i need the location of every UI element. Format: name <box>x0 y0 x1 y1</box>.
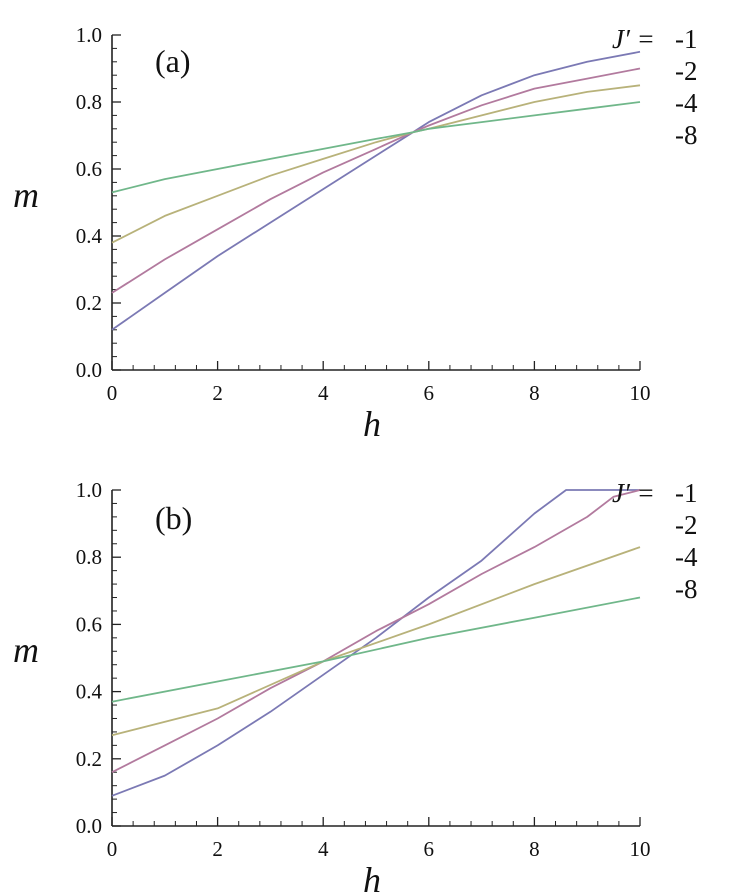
x-tick-label: 0 <box>107 381 118 405</box>
y-axis-title: m <box>13 175 39 215</box>
y-tick-label: 0.2 <box>76 747 102 771</box>
x-tick-label: 6 <box>424 381 435 405</box>
y-tick-label: 0.0 <box>76 814 102 838</box>
x-tick-label: 6 <box>424 837 435 861</box>
x-tick-label: 10 <box>630 837 651 861</box>
legend-entry: -8 <box>675 574 698 604</box>
x-tick-label: 10 <box>630 381 651 405</box>
panel-label: (a) <box>155 43 191 79</box>
x-axis-title: h <box>363 404 381 444</box>
series-line-minus-1 <box>111 50 641 331</box>
legend: J′ = -1-2-4-8 <box>612 478 698 604</box>
panel-b: 0 2 4 6 8 10 0.0 0.2 0.4 0.6 0.8 1.0 h m (b) J′ = -1-2-4… <box>13 478 698 892</box>
y-tick-label: 0.4 <box>76 224 103 248</box>
x-axis-title: h <box>363 860 381 892</box>
legend-entry: -8 <box>675 120 698 150</box>
y-axis-title: m <box>13 630 39 670</box>
x-tick-label: 4 <box>318 381 329 405</box>
x-tick-label: 2 <box>212 837 223 861</box>
legend-entry: -4 <box>675 542 698 572</box>
legend-entry: -2 <box>675 510 698 540</box>
x-tick-label: 4 <box>318 837 329 861</box>
y-tick-label: 1.0 <box>76 23 102 47</box>
y-tick-label: 0.6 <box>76 157 102 181</box>
y-tick-label: 1.0 <box>76 478 102 502</box>
panel-a: 0 2 4 6 8 10 0.0 0.2 0.4 0.6 0.8 1.0 h m (a) J′ = -1-2-4… <box>13 23 698 444</box>
legend: J′ = -1-2-4-8 <box>612 24 698 150</box>
panel-label: (b) <box>155 500 192 536</box>
y-tick-label: 0.8 <box>76 90 102 114</box>
y-tick-label: 0.0 <box>76 358 102 382</box>
legend-entry: -2 <box>675 56 698 86</box>
series-line-minus-4 <box>111 84 641 244</box>
y-tick-label: 0.4 <box>76 680 103 704</box>
x-tick-label: 8 <box>529 837 540 861</box>
legend-entry: -4 <box>675 88 698 118</box>
legend-title: J′ = <box>612 24 655 54</box>
x-tick-label: 8 <box>529 381 540 405</box>
x-tick-label: 0 <box>107 837 118 861</box>
series-line-minus-8 <box>111 596 641 703</box>
series-line-minus-2 <box>111 489 641 774</box>
series-line-minus-2 <box>111 67 641 294</box>
y-tick-label: 0.6 <box>76 612 102 636</box>
series-line-minus-8 <box>111 101 641 194</box>
y-tick-label: 0.2 <box>76 291 102 315</box>
series-line-minus-4 <box>111 546 641 737</box>
y-tick-label: 0.8 <box>76 545 102 569</box>
legend-entry: -1 <box>675 478 698 508</box>
x-tick-label: 2 <box>212 381 223 405</box>
legend-entry: -1 <box>675 24 698 54</box>
legend-title: J′ = <box>612 478 655 508</box>
